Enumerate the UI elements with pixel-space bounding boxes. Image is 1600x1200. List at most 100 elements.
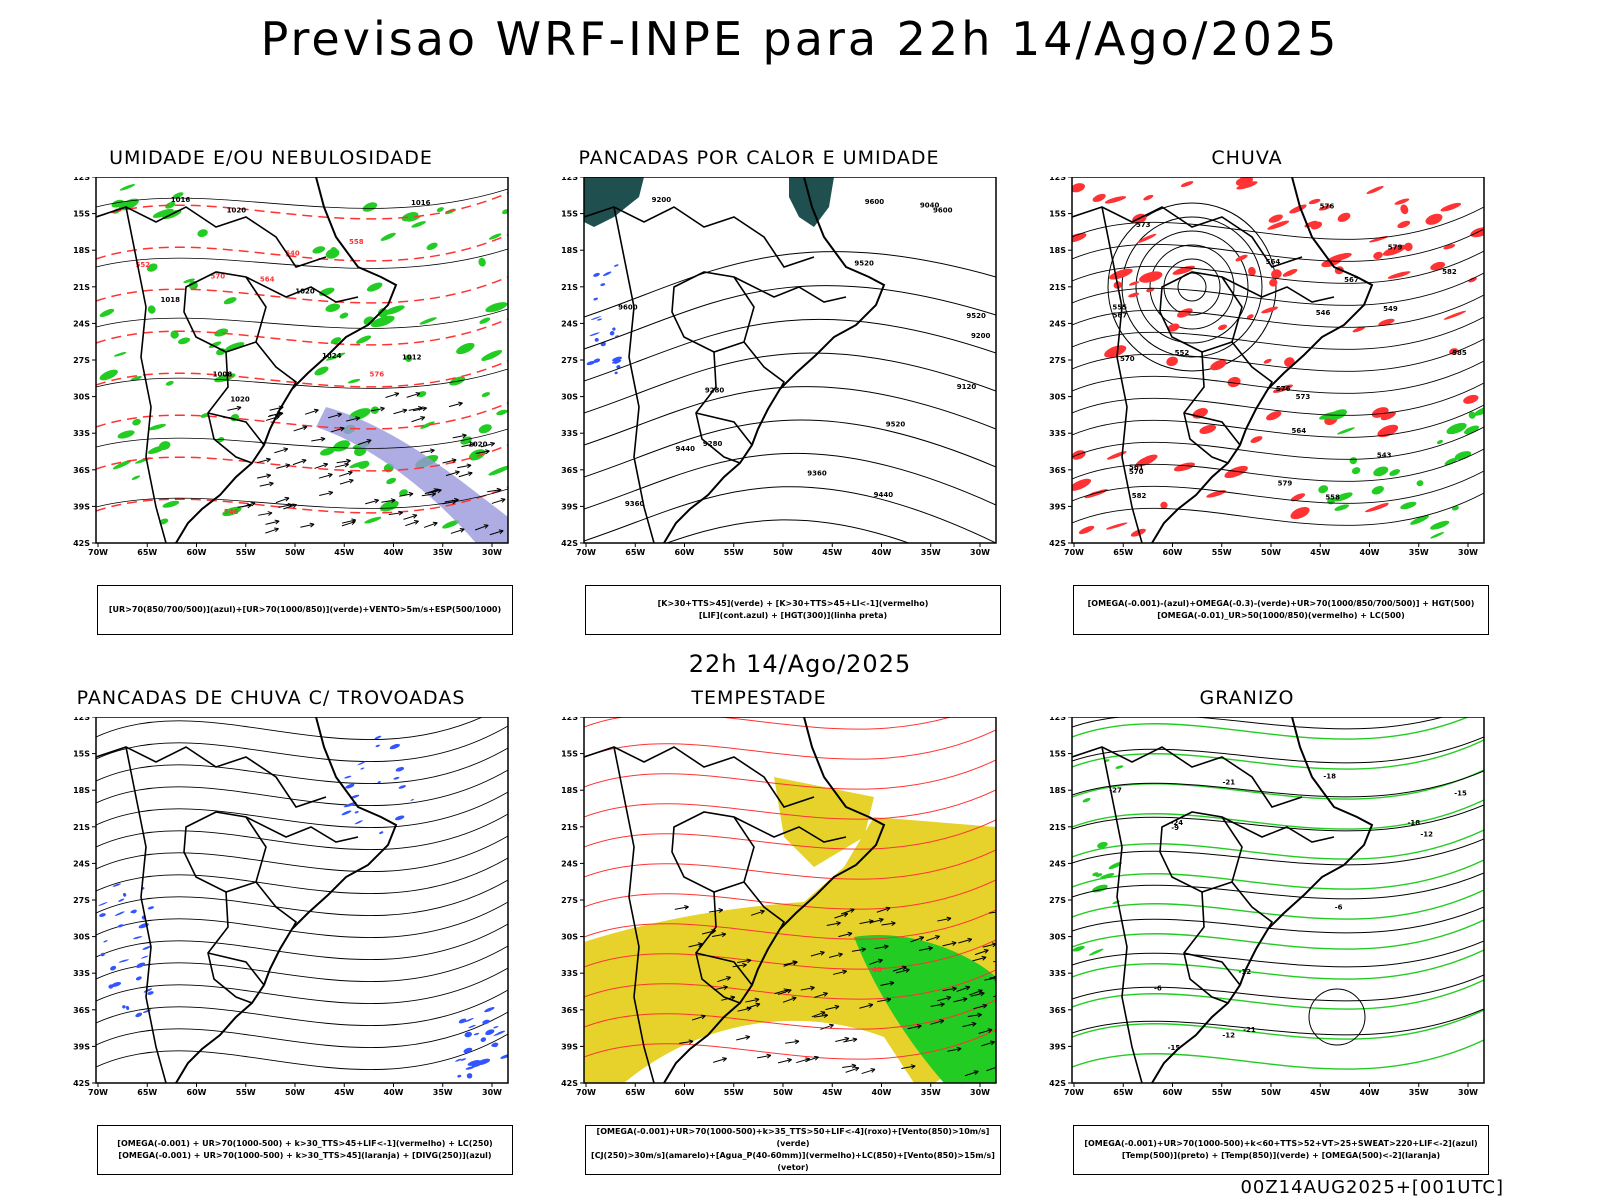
streamline-850 <box>584 759 996 790</box>
wind-vector <box>889 980 895 986</box>
red-rain-area <box>1263 358 1272 364</box>
wind-vector <box>458 401 463 407</box>
red-rain-area <box>1382 244 1407 256</box>
contour-label: 564 <box>260 276 275 284</box>
green-humidity-area <box>485 302 508 313</box>
green-humidity-area <box>380 232 396 241</box>
temp500-contour <box>1072 736 1484 764</box>
lon-tick-label: 35W <box>1409 548 1429 557</box>
lon-tick-label: 60W <box>1163 548 1183 557</box>
wind-vector <box>300 523 315 528</box>
country-border <box>255 341 298 390</box>
wind-vector <box>309 522 315 528</box>
panel-pancadas-calor: PANCADAS POR CALOR E UMIDADE 9600 9600 960… <box>544 147 1014 637</box>
legend-line: [K>30+TTS>45](verde) + [K>30+TTS>45+LI<-… <box>657 599 929 608</box>
green-humidity-area <box>200 413 209 418</box>
green-rain-area <box>1464 425 1480 435</box>
blue-divergence-area <box>136 962 146 968</box>
lat-tick-label: 39S <box>73 502 90 511</box>
red-rain-area <box>1128 281 1140 286</box>
contour-label: 540 <box>285 249 300 257</box>
contour-label: 579 <box>1388 244 1403 252</box>
wind-vector <box>459 527 465 533</box>
geopotential-contour <box>1072 294 1484 328</box>
wind-vector <box>859 1004 874 1009</box>
blue-divergence-area <box>465 1066 475 1070</box>
blue-divergence-area <box>118 959 129 963</box>
wind-vector <box>849 908 855 913</box>
legend-line: [OMEGA(-0.001) + UR>70(1000-500) + k>30_… <box>117 1139 493 1148</box>
green-humidity-area <box>366 282 383 292</box>
green-temp-contour <box>1108 862 1122 870</box>
height-contour <box>665 519 910 543</box>
green-humidity-area <box>401 212 419 222</box>
blue-divergence-area <box>343 803 355 808</box>
cold-core-contour <box>1308 988 1366 1046</box>
red-rain-area <box>1092 193 1106 202</box>
wind-vector <box>393 409 408 415</box>
wind-vector <box>979 991 985 997</box>
low-pressure-contour <box>1107 202 1277 372</box>
streamline <box>96 1033 508 1071</box>
geopotential-contour <box>1072 338 1484 372</box>
lat-tick-label: 21S <box>561 283 578 292</box>
wind-vector <box>258 512 273 516</box>
blue-divergence-area <box>457 1074 462 1078</box>
wind-vector <box>834 1004 840 1010</box>
wind-vector <box>250 501 256 507</box>
blue-li-contour <box>589 332 600 337</box>
contour-label: 564 <box>1291 427 1306 435</box>
blue-divergence-area <box>142 945 152 950</box>
green-humidity-area <box>112 459 132 470</box>
height-contour <box>584 251 996 318</box>
green-rain-area <box>1349 457 1358 465</box>
red-rain-area <box>1108 268 1133 280</box>
country-border <box>695 351 741 464</box>
wind-vector <box>339 479 354 485</box>
green-humidity-area <box>183 278 195 284</box>
wind-vector <box>928 946 933 951</box>
legend-line: [OMEGA(-0.001)+UR>70(1000-500)+k>35_TTS>… <box>596 1127 990 1148</box>
green-humidity-area <box>152 208 174 218</box>
red-rain-area <box>1268 214 1283 223</box>
wind-vector <box>403 514 418 520</box>
wind-vector <box>327 413 342 419</box>
low-pressure-contour <box>1163 258 1221 316</box>
contour-label: 1020 <box>295 287 315 295</box>
lat-tick-label: 39S <box>561 502 578 511</box>
lon-tick-label: 65W <box>1113 548 1133 557</box>
wind-vector <box>861 947 866 953</box>
coastline <box>175 177 398 543</box>
wind-vector <box>380 406 385 412</box>
blue-divergence-area <box>133 936 143 940</box>
red-rain-area <box>1380 411 1396 421</box>
contour-label: 558 <box>349 238 364 246</box>
country-border <box>613 206 655 543</box>
blue-divergence-area <box>147 906 155 910</box>
blue-divergence-area <box>389 743 401 750</box>
lat-tick-label: 24S <box>561 859 578 868</box>
blue-divergence-area <box>493 1026 499 1029</box>
wind-vector <box>431 491 436 497</box>
country-border <box>1072 746 1303 808</box>
green-humidity-area <box>330 247 338 256</box>
lon-tick-label: 30W <box>1458 548 1478 557</box>
green-humidity-area <box>404 354 413 362</box>
red-rain-area <box>1227 376 1241 388</box>
geopotential-contour <box>1072 250 1484 284</box>
lon-tick-label: 45W <box>334 548 354 557</box>
wind-vector <box>791 996 797 1002</box>
blue-divergence-area <box>114 911 125 917</box>
contour-label: -18 <box>1407 819 1420 827</box>
contour-label: -15 <box>1454 790 1467 798</box>
contour-label: 9440 <box>676 445 696 453</box>
legend-line: [Temp(500)](preto) + [Temp(850)](verde) … <box>1121 1151 1441 1160</box>
contour-label: 1012 <box>402 354 422 362</box>
blue-divergence-area <box>117 924 124 928</box>
wind-vector <box>421 493 436 497</box>
wind-vector <box>999 909 1004 914</box>
blue-li-contour <box>600 283 606 287</box>
wind-vector <box>266 473 272 479</box>
wind-vector <box>267 511 273 516</box>
